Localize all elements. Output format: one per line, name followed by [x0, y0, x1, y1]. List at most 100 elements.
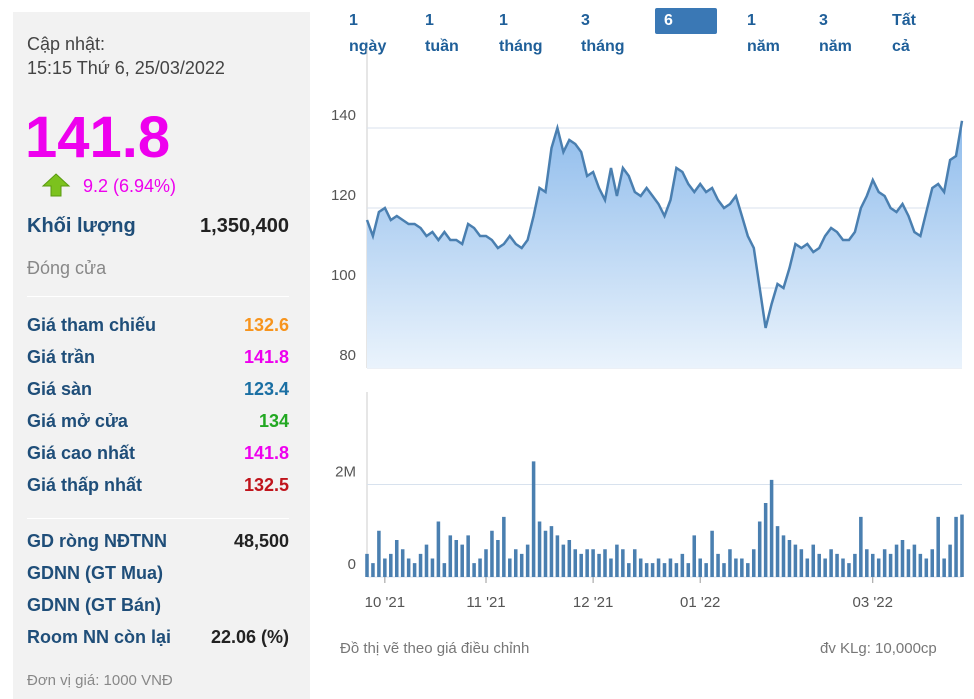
price-value: 132.5 — [243, 475, 289, 495]
volume-bar — [573, 549, 578, 577]
volume-bar — [888, 553, 893, 577]
price-label: Giá sàn — [27, 379, 93, 399]
volume-bar — [531, 461, 536, 577]
price-change: 9.2 (6.94%) — [83, 176, 177, 196]
period-tab[interactable]: Tất cả — [892, 12, 916, 55]
price-value: 123.4 — [243, 379, 289, 399]
y-tick-label: 80 — [339, 347, 356, 364]
volume-bar — [371, 563, 375, 577]
volume-bar — [674, 563, 679, 577]
volume-bar — [400, 549, 405, 577]
volume-bar — [502, 516, 506, 577]
period-tab[interactable]: 3 tháng — [581, 12, 625, 55]
update-time: 15:15 Thứ 6, 25/03/2022 — [27, 58, 225, 78]
volume-bar — [740, 558, 744, 577]
volume-bar — [793, 544, 798, 577]
price-label: Giá thấp nhất — [27, 475, 143, 495]
period-tab[interactable]: 6 tháng — [655, 8, 717, 55]
volume-bar — [680, 553, 685, 577]
volume-bar — [924, 558, 929, 577]
volume-bar — [448, 535, 453, 577]
volume-bar — [490, 530, 494, 577]
foreign-label: GDNN (GT Mua) — [27, 563, 163, 583]
price-label: Giá tham chiếu — [27, 315, 157, 335]
volume-bar — [567, 540, 572, 577]
volume-bar — [870, 553, 875, 577]
foreign-row: Room NN còn lại 22.06 (%) — [27, 627, 289, 648]
foreign-row: GDNN (GT Mua) — [27, 563, 289, 584]
volume-bar — [638, 558, 643, 577]
volume-bar — [757, 521, 762, 577]
foreign-row: GDNN (GT Bán) — [27, 595, 289, 616]
volume-bar — [383, 558, 387, 577]
status: Đóng cửa — [27, 258, 107, 278]
volume-bar — [650, 563, 655, 577]
chart-note: Đồ thị vẽ theo giá điều chỉnh — [340, 640, 530, 657]
volume-bar — [805, 558, 810, 577]
period-tab[interactable]: 1 tháng — [499, 12, 543, 55]
volume-bar — [496, 540, 500, 577]
info-panel: Cập nhật: 15:15 Thứ 6, 25/03/2022 141.8 … — [13, 12, 310, 699]
volume-bar — [668, 558, 673, 577]
volume-bar — [829, 549, 833, 577]
price-row: Giá thấp nhất 132.5 — [27, 475, 289, 496]
volume-bar — [478, 558, 482, 577]
volume-bar — [525, 544, 530, 577]
y-tick-label: 140 — [331, 107, 356, 124]
volume-bar — [912, 544, 917, 577]
volume-bar — [823, 558, 827, 577]
y-tick-label: 0 — [348, 556, 356, 573]
volume-bar — [918, 553, 923, 577]
x-tick-label: 03 '22 — [853, 594, 893, 611]
volume-bar — [769, 479, 774, 577]
period-tab[interactable]: 1 tuần — [425, 12, 459, 55]
volume-bar — [549, 526, 554, 577]
period-tab[interactable]: 1 năm — [747, 12, 780, 55]
price-value: 134 — [258, 411, 289, 431]
volume-bar — [579, 553, 583, 577]
period-tab[interactable]: 3 năm — [819, 12, 852, 55]
x-tick-label: 10 '21 — [365, 594, 405, 611]
volume-bar — [430, 558, 435, 577]
volume-bar — [799, 549, 804, 577]
separator — [27, 296, 289, 297]
price: 141.8 — [25, 105, 171, 170]
volume-bar — [561, 544, 566, 577]
volume-bar — [615, 544, 619, 577]
volume-bar — [960, 514, 964, 577]
volume-bar — [728, 549, 732, 577]
volume-value: 1,350,400 — [200, 215, 289, 237]
price-value: 141.8 — [243, 347, 289, 367]
volume-bar — [537, 521, 542, 577]
price-row: Giá trần 141.8 — [27, 347, 289, 368]
foreign-label: GD ròng NĐTNN — [27, 531, 167, 551]
period-tab[interactable]: 1 ngày — [349, 12, 387, 55]
price-row: Giá mở cửa 134 — [27, 411, 289, 432]
x-tick-label: 12 '21 — [573, 594, 613, 611]
volume-bar — [424, 544, 429, 577]
volume-bar — [954, 516, 958, 577]
x-tick-label: 01 '22 — [680, 594, 720, 611]
volume-bar — [609, 558, 613, 577]
volume-bar — [472, 563, 476, 577]
volume-bar — [746, 563, 750, 577]
volume-bar — [621, 549, 625, 577]
volume-bar — [763, 503, 768, 577]
volume-bar — [466, 535, 470, 577]
volume-bar — [734, 558, 738, 577]
volume-bar — [775, 526, 780, 577]
foreign-label: GDNN (GT Bán) — [27, 595, 161, 615]
volume-bar — [377, 530, 381, 577]
volume-bar — [627, 563, 631, 577]
volume-bar — [847, 563, 851, 577]
volume-label: Khối lượng — [27, 215, 136, 237]
volume-bar — [751, 549, 756, 577]
volume-row: Khối lượng 1,350,400 — [27, 215, 289, 238]
volume-bar — [686, 563, 691, 577]
foreign-value: 48,500 — [233, 531, 289, 551]
price-label: Giá cao nhất — [27, 443, 136, 463]
volume-bar — [597, 553, 601, 577]
volume-bar — [591, 549, 595, 577]
volume-bar — [412, 563, 417, 577]
volume-bar — [716, 553, 720, 577]
